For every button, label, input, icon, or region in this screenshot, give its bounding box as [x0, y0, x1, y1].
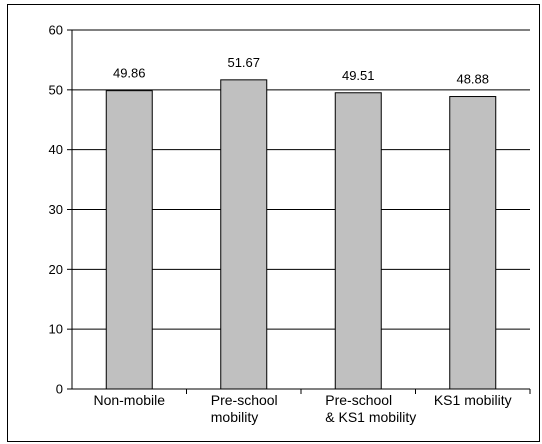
bars — [105, 79, 497, 390]
data-label: 49.86 — [113, 66, 146, 81]
x-category-label: Non-mobile — [93, 392, 165, 408]
data-label: 48.88 — [456, 72, 489, 87]
x-category-label-line: KS1 mobility — [434, 392, 512, 408]
x-category-label: KS1 mobility — [434, 392, 512, 408]
bar — [105, 90, 153, 390]
x-category-label-line: mobility — [211, 409, 258, 425]
x-category-label-line: Pre-school — [325, 392, 392, 408]
x-category-label-line: Pre-school — [211, 392, 278, 408]
y-tick-label: 0 — [56, 382, 63, 397]
y-tick-label: 10 — [49, 322, 63, 337]
y-tick-label: 30 — [49, 202, 63, 217]
x-category-label: Pre-school mobility — [211, 392, 278, 425]
bar — [334, 92, 382, 390]
data-label: 51.67 — [227, 55, 260, 70]
bar — [220, 79, 268, 390]
bar — [449, 96, 497, 390]
x-category-label-line: & KS1 mobility — [325, 409, 416, 425]
labels: 0 10 20 30 40 50 60 49.86 Non-mobile 51.67 Pre-sch… — [49, 23, 512, 426]
axes — [67, 29, 531, 394]
y-tick-label: 20 — [49, 262, 63, 277]
x-category-label: Pre-school & KS1 mobility — [325, 392, 416, 425]
x-category-label-line: Non-mobile — [93, 392, 165, 408]
y-tick-label: 60 — [49, 23, 63, 38]
data-label: 49.51 — [342, 68, 375, 83]
y-tick-label: 50 — [49, 82, 63, 97]
y-tick-label: 40 — [49, 142, 63, 157]
